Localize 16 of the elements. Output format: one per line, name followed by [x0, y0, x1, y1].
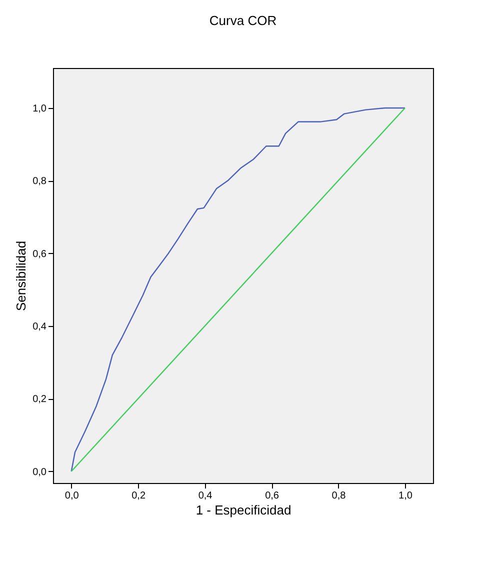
x-axis-title: 1 - Especificidad	[196, 502, 292, 518]
line-series	[70, 107, 406, 472]
y-tick-label: 0,0	[32, 466, 47, 478]
x-tick-label: 0,6	[265, 490, 280, 502]
y-axis-title: Sensibilidad	[14, 240, 29, 312]
y-tick-label: 1,0	[32, 103, 47, 114]
x-tick-label: 0,4	[198, 490, 213, 502]
x-tick-label: 0,0	[64, 490, 80, 502]
y-tick-label: 0,8	[32, 176, 47, 188]
y-tick-label: 0,6	[32, 248, 47, 260]
x-tick-label: 1,0	[398, 490, 413, 502]
y-tick-label: 0,4	[32, 322, 47, 333]
x-tick-label: 0,8	[332, 490, 346, 502]
x-tick-label: 0,2	[132, 490, 146, 502]
chart-title: Curva COR	[209, 13, 277, 28]
y-tick-label: 0,2	[32, 394, 47, 406]
